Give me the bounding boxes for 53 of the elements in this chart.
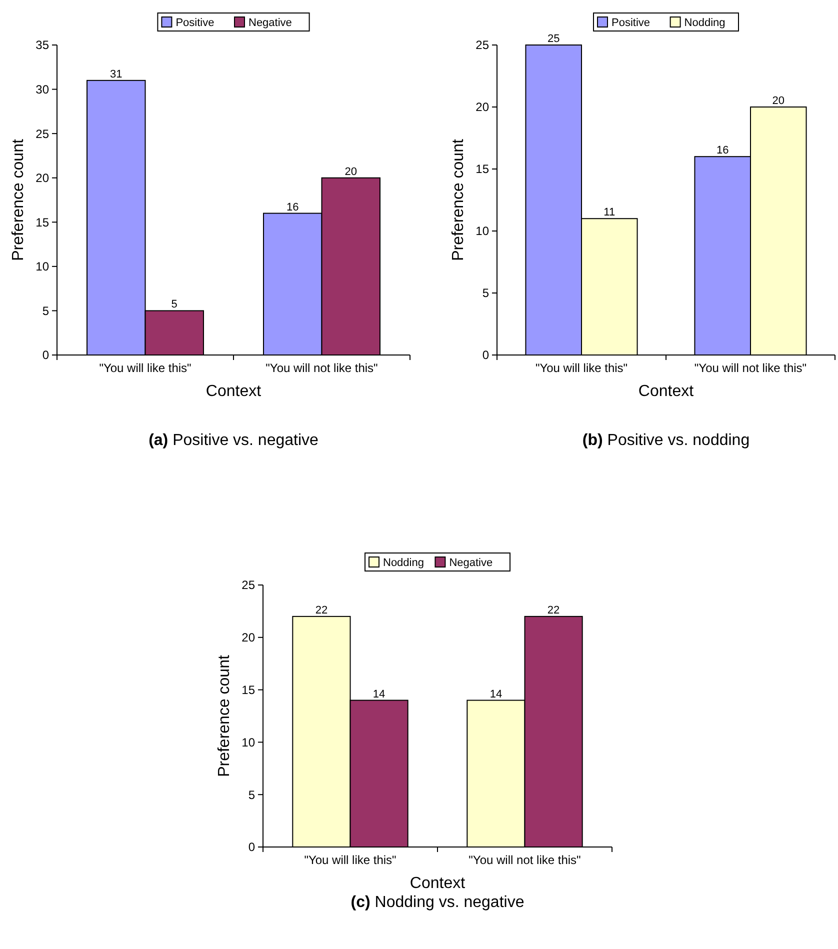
data-label: 14 (372, 688, 386, 700)
data-label: 20 (772, 95, 785, 107)
x-tick-label: "You will like this" (99, 361, 192, 375)
legend-label: Negative (449, 557, 493, 569)
legend-label: Nodding (383, 557, 424, 569)
x-tick-label: "You will not like this" (266, 361, 378, 375)
y-tick-label: 20 (476, 100, 490, 114)
data-label: 31 (110, 68, 122, 80)
y-tick-label: 10 (36, 260, 50, 274)
y-axis-title: Preference count (216, 654, 233, 777)
text: (a) Positive vs. negative (148, 432, 319, 449)
y-tick-label: 10 (242, 735, 256, 750)
data-label: 22 (315, 604, 328, 616)
x-axis-title: Context (410, 875, 466, 892)
x-tick-label: "You will like this" (304, 853, 396, 867)
x-tick-label: "You will not like this" (694, 361, 807, 375)
y-axis-title: Preference count (450, 138, 467, 261)
data-label: 16 (286, 201, 299, 214)
data-label: 5 (171, 298, 178, 311)
y-tick-label: 35 (36, 38, 50, 52)
data-label: 25 (547, 33, 560, 45)
x-axis-title: Context (638, 383, 694, 400)
data-label: 16 (716, 144, 729, 157)
legend-label: Negative (248, 17, 292, 29)
data-label: 14 (490, 688, 502, 700)
data-label: 22 (547, 604, 560, 616)
text: (c) Nodding vs. negative (350, 894, 524, 911)
data-label: 11 (604, 206, 616, 219)
y-tick-label: 10 (476, 224, 490, 238)
x-tick-label: "You will not like this" (468, 853, 581, 867)
y-tick-label: 0 (42, 348, 50, 362)
legend-label: Positive (176, 17, 214, 29)
y-tick-label: 5 (248, 788, 256, 802)
legend-label: Positive (612, 17, 650, 29)
y-tick-label: 20 (36, 171, 50, 186)
legend-label: Nodding (684, 17, 726, 29)
y-tick-label: 5 (482, 286, 490, 300)
y-tick-label: 0 (482, 348, 490, 362)
y-tick-label: 5 (42, 304, 50, 318)
y-tick-label: 30 (36, 82, 50, 96)
y-tick-label: 15 (36, 215, 50, 230)
y-tick-label: 25 (242, 578, 256, 592)
y-tick-label: 15 (242, 683, 256, 697)
y-tick-label: 25 (36, 126, 50, 141)
y-tick-label: 0 (248, 840, 256, 854)
y-tick-label: 25 (476, 38, 490, 52)
x-tick-label: "You will like this" (535, 361, 628, 375)
data-label: 20 (344, 166, 357, 178)
text: (b) Positive vs. nodding (582, 432, 750, 449)
x-axis-title: Context (206, 383, 262, 400)
y-tick-label: 15 (476, 162, 490, 176)
y-axis-title: Preference count (10, 138, 27, 261)
y-tick-label: 20 (242, 630, 256, 645)
